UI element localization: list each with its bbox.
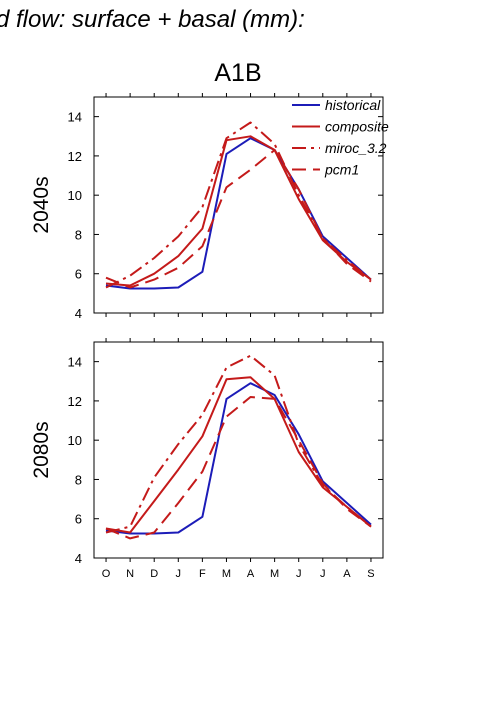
x-tick-label: J [176, 568, 182, 580]
series-line-pcm1 [105, 149, 372, 289]
y-tick-label: 4 [75, 306, 82, 321]
legend-label: historical [325, 97, 381, 113]
series-line-historical [105, 137, 372, 290]
legend: historical composite miroc_3.2 pcm1 [292, 97, 389, 178]
scenario-label: A1B [214, 59, 261, 87]
y-tick-label: 4 [75, 551, 82, 566]
y-tick-label: 8 [75, 472, 82, 487]
series-line-composite [105, 376, 372, 534]
y-tick-label: 14 [68, 355, 82, 370]
plot-frame [93, 341, 384, 559]
legend-label: miroc_3.2 [325, 140, 387, 156]
x-tick-label: M [270, 568, 279, 580]
y-tick-label: 8 [75, 227, 82, 242]
y-tick-label: 12 [68, 149, 82, 164]
y-tick-label: 14 [68, 110, 82, 125]
x-tick-label: M [222, 568, 231, 580]
panel-2040s: 4 6 8 10 12 14 2040s [30, 93, 384, 321]
y-tick-label: 10 [68, 433, 82, 448]
x-tick-label: F [199, 568, 206, 580]
legend-label: composite [325, 119, 389, 135]
y-tick-label: 6 [75, 267, 82, 282]
x-tick-label: N [126, 568, 134, 580]
x-tick-label: J [320, 568, 326, 580]
plot-frame [93, 96, 384, 314]
series-line-pcm1 [105, 396, 372, 540]
y-tick-label: 12 [68, 394, 82, 409]
x-tick-label: S [367, 568, 374, 580]
x-tick-label: O [102, 568, 111, 580]
panel-2080s: 4 6 8 10 12 14 O N D J F M A M J J A S 2080s [30, 338, 384, 580]
period-label: 2040s [30, 176, 53, 233]
series-line-miroc-3-2 [105, 354, 372, 534]
x-tick-label: A [343, 568, 351, 580]
x-tick-label: A [247, 568, 255, 580]
y-tick-label: 6 [75, 512, 82, 527]
period-label: 2080s [30, 421, 53, 478]
legend-label: pcm1 [324, 162, 359, 178]
figure-title: d flow: surface + basal (mm): [0, 6, 305, 33]
x-tick-label: D [150, 568, 158, 580]
x-tick-label: J [296, 568, 302, 580]
y-tick-label: 10 [68, 188, 82, 203]
